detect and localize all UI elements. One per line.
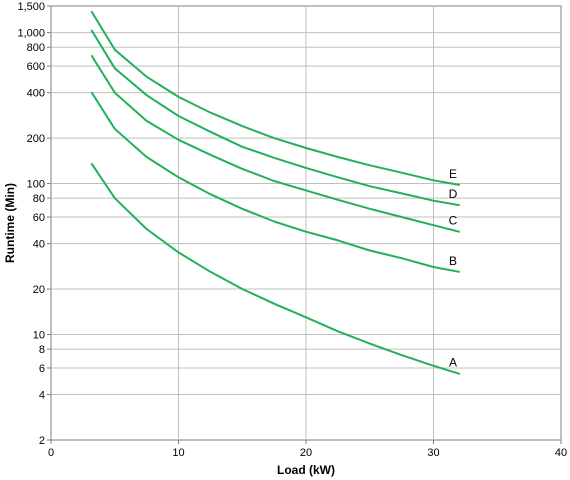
grid [51, 6, 561, 440]
series-line-d [90, 29, 460, 207]
series-line-a [90, 162, 460, 375]
y-tick-label: 80 [33, 193, 45, 205]
x-tick-label: 0 [48, 447, 54, 459]
series-label-e: E [449, 167, 457, 181]
y-tick-label: 2 [39, 435, 45, 447]
y-tick-label: 6 [39, 363, 45, 375]
y-tick-label: 200 [27, 133, 45, 145]
y-tick-label: 1,000 [17, 28, 45, 40]
y-axis-title: Runtime (Min) [3, 183, 17, 263]
y-tick-label: 800 [27, 42, 45, 54]
series-label-b: B [449, 254, 457, 268]
x-tick-label: 10 [172, 447, 184, 459]
y-tick-label: 40 [33, 239, 45, 251]
y-tick-label: 600 [27, 61, 45, 73]
x-tick-label: 40 [555, 447, 567, 459]
y-tick-label: 100 [27, 179, 45, 191]
y-tick-label: 60 [33, 212, 45, 224]
series-line-b [90, 91, 460, 273]
x-tick-label: 30 [427, 447, 439, 459]
x-axis-title: Load (kW) [277, 463, 335, 477]
series-line-e [90, 10, 460, 186]
y-tick-label: 20 [33, 284, 45, 296]
y-tick-label: 1,500 [17, 1, 45, 13]
series-label-a: A [449, 356, 457, 370]
y-tick-label: 8 [39, 344, 45, 356]
series-label-c: C [449, 214, 458, 228]
y-tick-label: 400 [27, 88, 45, 100]
series-line-c [90, 55, 460, 233]
series-label-d: D [449, 187, 458, 201]
y-tick-label: 10 [33, 329, 45, 341]
series-group: A B CDE [90, 10, 460, 375]
tick-labels: 0 10 20 30 40 2 4 6 8 10 20 40 60 80 100 200 400 600 800 1,… [17, 1, 567, 459]
y-tick-label: 4 [39, 390, 45, 402]
x-tick-label: 20 [300, 447, 312, 459]
